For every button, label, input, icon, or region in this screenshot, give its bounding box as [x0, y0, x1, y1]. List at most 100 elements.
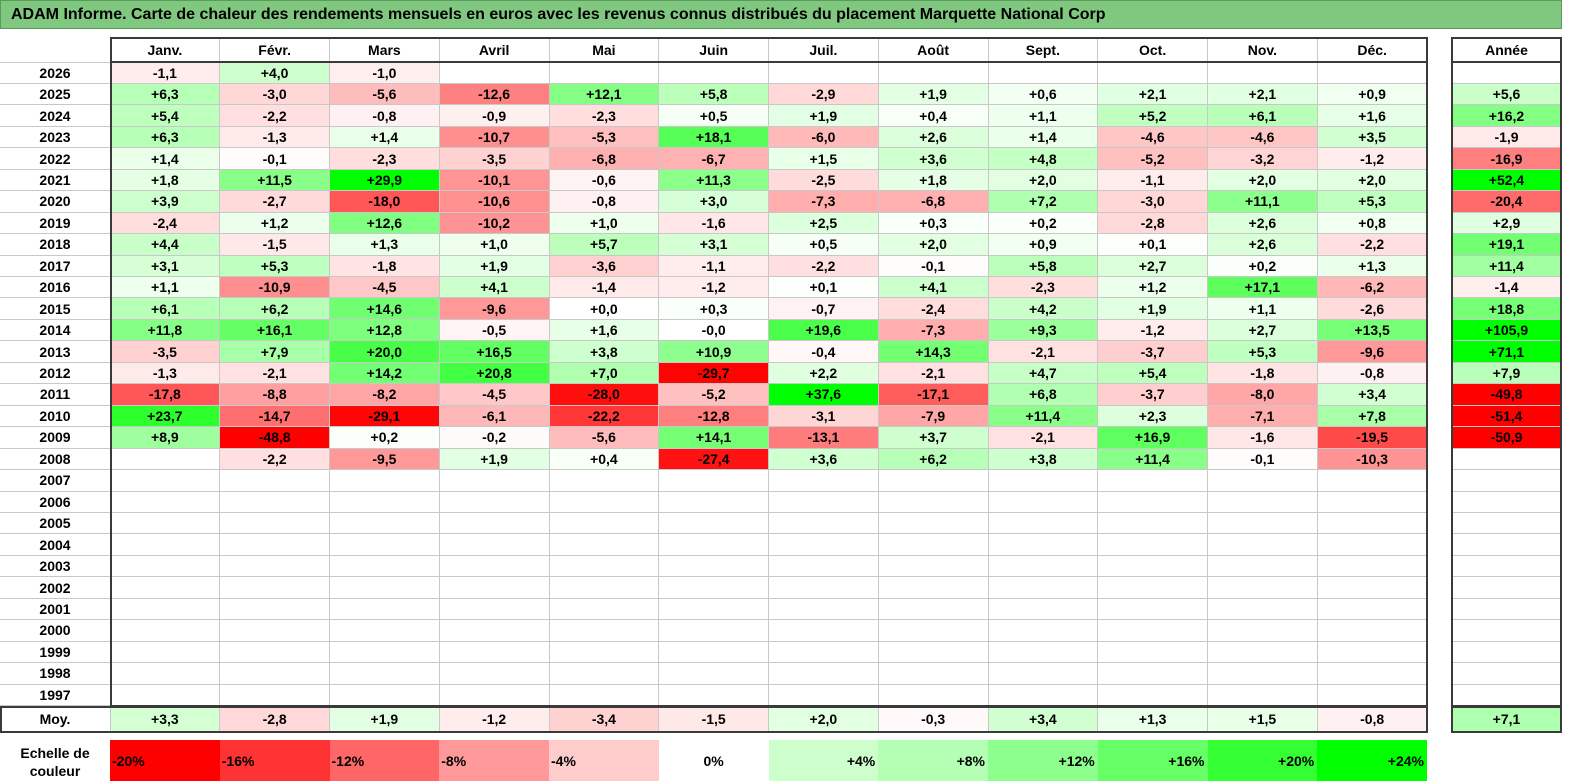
- grid-line-v: [329, 37, 330, 706]
- heatmap-cell: -12,8: [658, 405, 769, 427]
- grid-line-h: [0, 104, 1427, 106]
- heatmap-cell: [549, 555, 659, 577]
- month-header: Janv.: [147, 41, 183, 58]
- annual-cell: [1451, 469, 1562, 491]
- average-cell: -3,4: [549, 706, 659, 732]
- heatmap-cell: [329, 598, 440, 620]
- heatmap-cell: [549, 641, 659, 663]
- heatmap-cell: +0,3: [658, 297, 769, 320]
- heatmap-cell: +1,3: [1317, 255, 1427, 277]
- heatmap-cell: +2,7: [1097, 255, 1208, 277]
- grid-line-v: [1207, 706, 1208, 732]
- heatmap-cell: +1,1: [1207, 297, 1318, 320]
- heatmap-cell: [1317, 512, 1427, 534]
- grid-line-h: [1451, 254, 1562, 256]
- heatmap-cell: [878, 619, 988, 642]
- grid-line-h: [1451, 361, 1562, 363]
- heatmap-cell: [110, 619, 220, 642]
- heatmap-cell: [988, 533, 1098, 556]
- heatmap-cell: -13,1: [768, 426, 879, 449]
- average-cell: -1,2: [439, 706, 549, 732]
- heatmap-cell: +4,1: [439, 276, 549, 298]
- annual-cell: [1451, 662, 1562, 685]
- heatmap-cell: +2,0: [878, 233, 988, 256]
- heatmap-cell: [768, 469, 879, 491]
- heatmap-cell: [1317, 533, 1427, 556]
- heatmap-cell: [1207, 576, 1318, 599]
- heatmap-cell: [329, 684, 440, 706]
- heatmap-cell: +12,1: [549, 83, 659, 105]
- annual-cell: -16,9: [1451, 147, 1562, 170]
- heatmap-cell: -7,3: [878, 319, 988, 341]
- heatmap-cell: +17,1: [1207, 276, 1318, 298]
- heatmap-cell: -2,1: [878, 362, 988, 384]
- color-scale-step: -20%: [110, 740, 220, 781]
- heatmap-cell: +0,2: [1207, 255, 1318, 277]
- year-label: 2024: [39, 107, 71, 124]
- heatmap-cell: -3,5: [110, 340, 220, 363]
- heatmap-cell: [878, 662, 988, 685]
- heatmap-cell: -4,6: [1207, 126, 1318, 148]
- heatmap-cell: [439, 598, 549, 620]
- heatmap-cell: [219, 576, 330, 599]
- heatmap-cell: [110, 491, 220, 513]
- heatmap-cell: [1097, 619, 1208, 642]
- annual-cell: [1451, 512, 1562, 534]
- heatmap-cell: [768, 619, 879, 642]
- heatmap-cell: [439, 619, 549, 642]
- heatmap-cell: +3,8: [988, 448, 1098, 470]
- heatmap-cell: [658, 576, 769, 599]
- annual-cell: -1,4: [1451, 276, 1562, 298]
- annual-cell: +5,6: [1451, 83, 1562, 105]
- average-label: Moy.: [39, 711, 71, 727]
- month-header: Févr.: [258, 41, 291, 58]
- heatmap-cell: +5,2: [1097, 104, 1208, 127]
- heatmap-cell: -8,0: [1207, 383, 1318, 406]
- annual-cell: [1451, 555, 1562, 577]
- grid-line-h: [0, 426, 1427, 428]
- year-label: 1999: [39, 643, 71, 660]
- heatmap-cell: [1207, 555, 1318, 577]
- heatmap-cell: -1,6: [1207, 426, 1318, 449]
- grid-line-v: [438, 706, 440, 732]
- heatmap-cell: -3,5: [439, 147, 549, 170]
- heatmap-cell: +1,9: [768, 104, 879, 127]
- heatmap-cell: +5,8: [658, 83, 769, 105]
- heatmap-cell: +1,9: [439, 255, 549, 277]
- grid-line-h: [1451, 340, 1562, 342]
- heatmap-cell: -1,3: [110, 362, 220, 384]
- heatmap-cell: [658, 533, 769, 556]
- heatmap-cell: [878, 512, 988, 534]
- heatmap-cell: +2,6: [1207, 233, 1318, 256]
- heatmap-cell: [329, 641, 440, 663]
- heatmap-cell: -10,3: [1317, 448, 1427, 470]
- color-scale-step: +8%: [878, 740, 988, 781]
- grid-line-v: [548, 37, 550, 706]
- heatmap-cell: +14,3: [878, 340, 988, 363]
- heatmap-cell: +11,4: [1097, 448, 1208, 470]
- annual-cell: +18,8: [1451, 297, 1562, 320]
- heatmap-cell: +5,3: [1317, 190, 1427, 213]
- year-label: 2003: [39, 558, 71, 575]
- heatmap-cell: [329, 555, 440, 577]
- year-label: 1998: [39, 665, 71, 682]
- heatmap-cell: -2,2: [219, 104, 330, 127]
- grid-line-h: [1451, 82, 1562, 84]
- heatmap-cell: -5,6: [549, 426, 659, 449]
- heatmap-cell: [329, 662, 440, 685]
- grid-line-v: [1426, 706, 1428, 732]
- heatmap-cell: -18,0: [329, 190, 440, 213]
- heatmap-cell: +2,3: [1097, 405, 1208, 427]
- heatmap-cell: -48,8: [219, 426, 330, 449]
- grid-line-h: [1451, 211, 1562, 213]
- grid-line-h: [1451, 619, 1562, 621]
- grid-line-v: [548, 706, 550, 732]
- heatmap-cell: -1,1: [658, 255, 769, 277]
- annual-cell: +71,1: [1451, 340, 1562, 363]
- grid-line-v: [1097, 37, 1099, 706]
- grid-line-h: [1451, 640, 1562, 642]
- grid-line-v: [877, 37, 879, 706]
- heatmap-cell: +2,1: [1097, 83, 1208, 105]
- heatmap-cell: -0,7: [768, 297, 879, 320]
- annual-cell: [1451, 576, 1562, 599]
